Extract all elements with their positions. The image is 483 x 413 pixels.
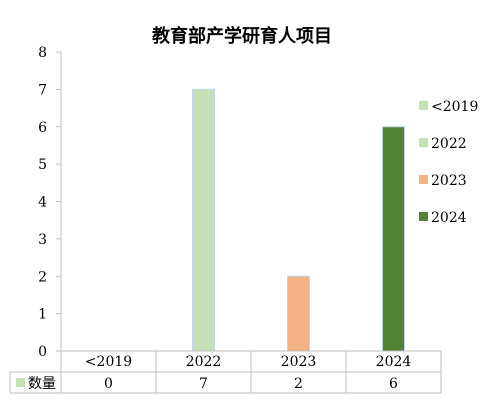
y-tick-label: 6 (38, 120, 47, 136)
legend-swatch (419, 101, 428, 110)
legend-swatch (419, 138, 428, 147)
y-tick-label: 5 (38, 157, 47, 173)
table-legend-key (16, 378, 25, 387)
y-tick-label: 4 (38, 195, 47, 211)
table-row-label: 数量 (28, 376, 56, 392)
legend-label: 2024 (431, 210, 467, 226)
table-value: 6 (389, 376, 398, 392)
y-tick-label: 3 (38, 232, 47, 248)
data-table: <2019 0 2022 7 2023 2 2024 6 数量 (9, 350, 442, 394)
bar-2024 (382, 126, 405, 352)
legend-label: 2023 (431, 173, 467, 189)
x-tick-label: 2022 (186, 354, 222, 370)
chart-title: 教育部产学研育人项目 (152, 25, 332, 47)
bar-2022 (192, 88, 215, 352)
table-value: 2 (294, 376, 303, 392)
x-tick-label: <2019 (85, 354, 132, 370)
bars (192, 88, 405, 352)
legend-label: 2022 (431, 136, 467, 152)
bar-2023 (287, 275, 310, 352)
y-tick-label: 0 (38, 344, 47, 360)
y-tick-label: 1 (38, 307, 47, 323)
legend-swatch (419, 175, 428, 184)
table-value: 7 (199, 376, 208, 392)
legend: <2019 2022 2023 2024 (419, 99, 478, 226)
y-axis: 0 1 2 3 4 5 6 7 8 (38, 45, 62, 360)
y-tick-label: 2 (38, 269, 47, 285)
legend-label: <2019 (431, 99, 478, 115)
x-tick-label: 2023 (281, 354, 317, 370)
y-tick-label: 7 (38, 82, 47, 98)
x-tick-label: 2024 (376, 354, 412, 370)
table-value: 0 (104, 376, 113, 392)
legend-swatch (419, 212, 428, 221)
y-tick-label: 8 (38, 45, 47, 61)
